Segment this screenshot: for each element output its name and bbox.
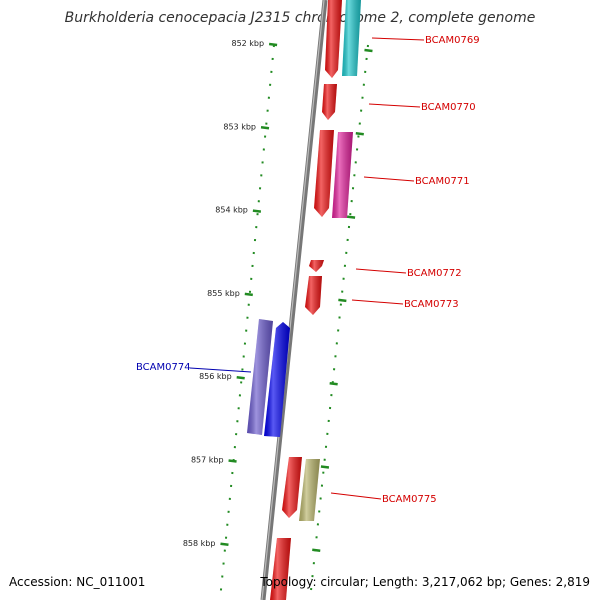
feature-shading <box>342 0 361 76</box>
topology-text: Topology: circular; Length: 3,217,062 bp… <box>260 575 590 589</box>
leader-BCAM0774 <box>189 367 252 373</box>
gene-shading <box>325 0 342 78</box>
gene-shading <box>270 538 291 600</box>
gene-unlabeled-bottom[interactable] <box>270 538 291 600</box>
leader-BCAM0775 <box>330 492 382 500</box>
gene-shading <box>309 260 324 272</box>
kbp-tick-label: 853 kbp <box>223 122 256 131</box>
outer-tick-mark <box>355 132 364 136</box>
feature-shading <box>299 459 320 521</box>
leader-BCAM0772 <box>355 268 407 274</box>
kbp-tick-mark <box>252 209 262 213</box>
leader-BCAM0769 <box>371 37 425 41</box>
gene-shading <box>322 84 337 120</box>
gene-BCAM0770[interactable] <box>322 84 337 120</box>
kbp-tick-label: 855 kbp <box>207 289 240 298</box>
feature-shading <box>332 132 353 218</box>
kbp-tick-mark <box>228 459 237 463</box>
feature-khaki[interactable] <box>299 459 320 521</box>
map-title: Burkholderia cenocepacia J2315 chromosom… <box>64 10 536 26</box>
label-BCAM0769[interactable]: BCAM0769 <box>425 35 480 46</box>
kbp-tick-label: 857 kbp <box>191 456 224 465</box>
label-BCAM0774[interactable]: BCAM0774 <box>136 362 191 373</box>
gene-BCAM0771[interactable] <box>314 130 334 217</box>
gene-BCAM0775[interactable] <box>282 457 302 518</box>
outer-tick-mark <box>364 48 373 53</box>
inner-track <box>219 44 275 600</box>
kbp-tick-label: 852 kbp <box>231 39 264 48</box>
chromosome-backbone <box>260 0 328 600</box>
label-BCAM0772[interactable]: BCAM0772 <box>407 268 462 279</box>
label-BCAM0775[interactable]: BCAM0775 <box>382 494 437 505</box>
label-BCAM0773[interactable]: BCAM0773 <box>404 299 459 310</box>
kbp-tick-label: 854 kbp <box>215 206 248 215</box>
gene-shading <box>305 276 322 315</box>
gene-shading <box>282 457 302 518</box>
feature-magenta[interactable] <box>332 132 353 218</box>
label-BCAM0771[interactable]: BCAM0771 <box>415 176 470 187</box>
feature-cyan[interactable] <box>342 0 361 76</box>
outer-tick-mark <box>320 465 330 469</box>
kbp-tick-label: 858 kbp <box>183 539 216 548</box>
label-BCAM0770[interactable]: BCAM0770 <box>421 102 476 113</box>
leader-BCAM0773 <box>351 299 404 305</box>
outer-track <box>309 44 369 600</box>
kbp-tick-mark <box>220 542 229 547</box>
gene-shading <box>314 130 334 217</box>
kbp-tick-mark <box>236 375 245 380</box>
outer-tick-mark <box>346 215 356 219</box>
gene-BCAM0769[interactable] <box>325 0 342 78</box>
leader-BCAM0771 <box>363 176 415 182</box>
gene-shading <box>264 322 290 437</box>
kbp-tick-mark <box>260 126 270 130</box>
accession-text: Accession: NC_011001 <box>9 575 146 589</box>
outer-tick-mark <box>312 548 321 553</box>
gene-BCAM0774[interactable] <box>264 322 290 437</box>
gene-BCAM0772[interactable] <box>309 260 324 272</box>
kbp-tick-label: 856 kbp <box>199 372 232 381</box>
kbp-tick-mark <box>268 42 278 47</box>
feature-purple[interactable] <box>247 319 273 435</box>
gene-BCAM0773[interactable] <box>305 276 322 315</box>
backbone-highlight <box>261 0 325 600</box>
outer-tick-mark <box>338 298 347 303</box>
outer-tick-mark <box>329 381 338 386</box>
leader-BCAM0770 <box>368 103 421 108</box>
kbp-tick-mark <box>244 292 253 297</box>
feature-shading <box>247 319 273 435</box>
